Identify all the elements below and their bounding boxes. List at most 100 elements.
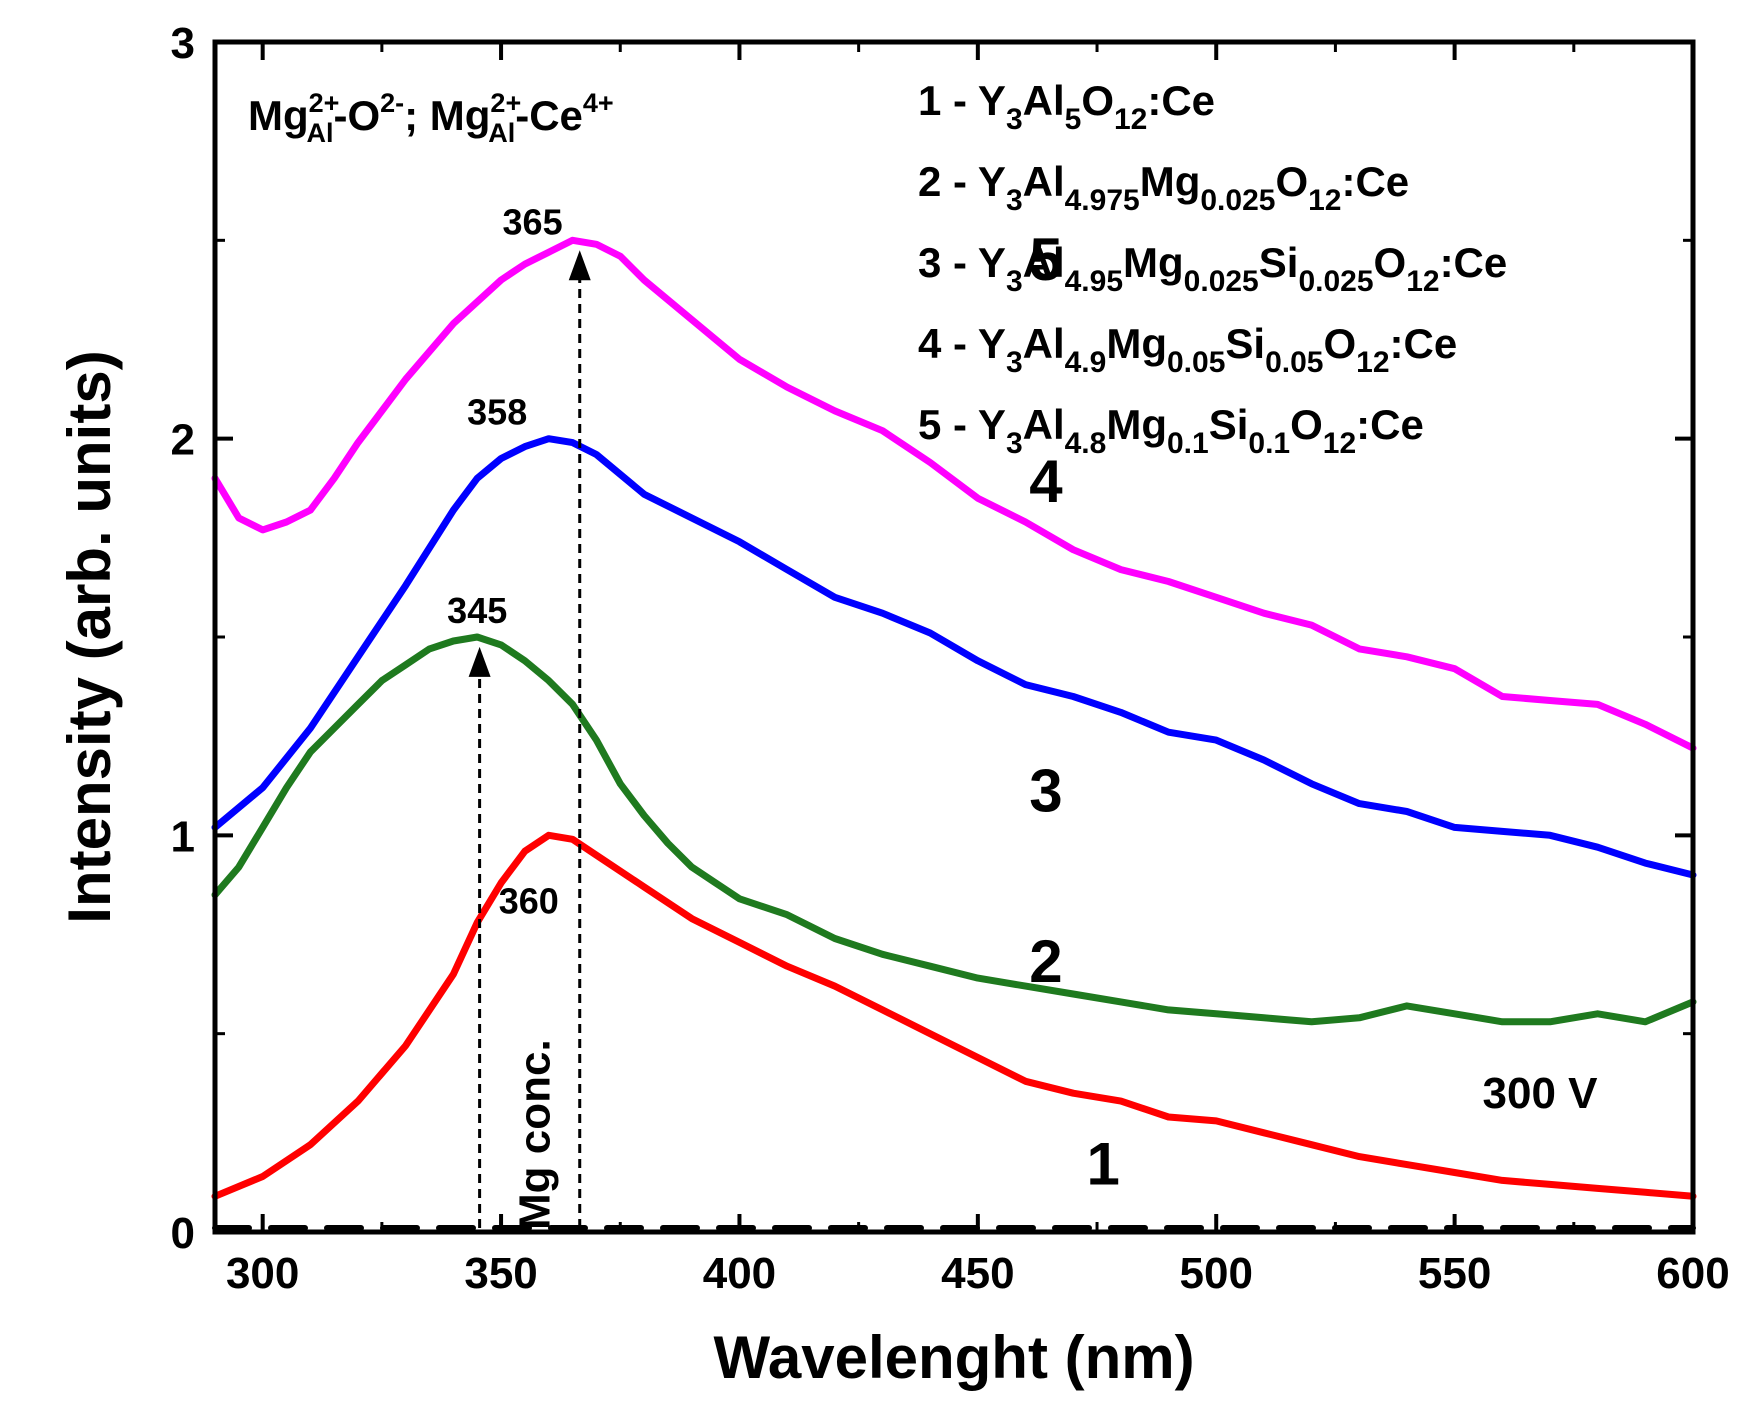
x-tick-label: 300 <box>226 1249 299 1298</box>
legend-entry-part: 1 - Y <box>918 77 1006 124</box>
legend-entry-part: 3 <box>1006 184 1023 217</box>
y-tick-label: 1 <box>171 812 195 861</box>
y-tick-label: 0 <box>171 1209 195 1258</box>
data-curves <box>211 236 1697 1231</box>
legend-entry-part: Al <box>1023 401 1065 448</box>
annotation-sub: Al <box>306 118 333 148</box>
annotation-sup: 2- <box>380 88 404 118</box>
legend-entry-part: 0.1 <box>1248 427 1290 460</box>
series-1-number: 1 <box>1086 1130 1119 1197</box>
legend-entry-part: Al <box>1023 77 1065 124</box>
legend-entry-part: 3 - Y <box>918 239 1006 286</box>
annotation-sup: 2+ <box>490 88 521 118</box>
arrow-head <box>468 646 491 677</box>
legend-entry-part: Mg <box>1106 320 1167 367</box>
defect-annotation: Mg2+ Al-O2-; Mg2+ Al-Ce4+ <box>248 88 614 148</box>
peak-label: 365 <box>503 201 563 242</box>
legend-entry-part: :Ce <box>1341 158 1409 205</box>
legend: 1 - Y3Al5O12:Ce2 - Y3Al4.975Mg0.025O12:C… <box>918 77 1507 460</box>
legend-entry-part: 3 <box>1006 427 1023 460</box>
legend-entry-part: 3 <box>1006 265 1023 298</box>
peak-label: 358 <box>467 392 527 433</box>
legend-entry-part: Mg <box>1106 401 1167 448</box>
legend-entry-part: 4.975 <box>1065 184 1140 217</box>
y-tick-label: 2 <box>171 416 195 465</box>
peak-label: 345 <box>447 590 507 631</box>
legend-entry-part: Si <box>1225 320 1265 367</box>
legend-entry-part: O <box>1323 320 1356 367</box>
y-axis-title: Intensity (arb. units) <box>56 350 123 923</box>
axis-ticks <box>215 40 1695 1234</box>
series-3-line <box>211 633 1697 1026</box>
series-2-number: 2 <box>1029 928 1062 995</box>
legend-entry-part: Mg <box>1140 158 1201 205</box>
legend-entry-part: :Ce <box>1440 239 1508 286</box>
legend-entry-part: :Ce <box>1147 77 1215 124</box>
legend-entry-part: 4.95 <box>1065 265 1123 298</box>
mg-conc-arrows <box>468 250 591 1229</box>
legend-entry-part: 5 - Y <box>918 401 1006 448</box>
legend-entry-part: Si <box>1209 401 1249 448</box>
legend-entry-part: 3 <box>1006 346 1023 379</box>
legend-entry-part: 0.025 <box>1200 184 1275 217</box>
legend-entry-part: 0.05 <box>1265 346 1323 379</box>
legend-entry-part: Mg <box>1123 239 1184 286</box>
legend-entry-part: 12 <box>1356 346 1389 379</box>
legend-entry-part: 0.1 <box>1167 427 1209 460</box>
annotation-sup: 4+ <box>583 88 614 118</box>
legend-entry-part: O <box>1374 239 1407 286</box>
legend-entry-part: O <box>1290 401 1323 448</box>
annotation-part: -O <box>333 92 380 139</box>
annotation-part: Mg <box>248 92 309 139</box>
legend-entry-part: 12 <box>1114 103 1147 136</box>
legend-entry-part: O <box>1081 77 1114 124</box>
x-tick-label: 350 <box>464 1249 537 1298</box>
x-tick-label: 400 <box>703 1249 776 1298</box>
annotation-sub: Al <box>488 118 515 148</box>
legend-entry-part: 4.8 <box>1065 427 1107 460</box>
annotation-part: -Ce <box>515 92 583 139</box>
chart-labels: 300 350 400 450 500 550 6000123123453453583653… <box>171 19 1730 1298</box>
legend-entry-part: 2 - Y <box>918 158 1006 205</box>
series-4-line <box>211 435 1697 879</box>
legend-entry-2: 2 - Y3Al4.975Mg0.025O12:Ce <box>918 158 1409 217</box>
annotation-part: ; Mg <box>404 92 490 139</box>
legend-entry-part: :Ce <box>1356 401 1424 448</box>
series-2-line <box>211 831 1697 1200</box>
x-tick-label: 600 <box>1656 1249 1729 1298</box>
series-5-number: 5 <box>1029 226 1062 293</box>
legend-entry-part: 0.05 <box>1167 346 1225 379</box>
voltage-label: 300 V <box>1483 1069 1599 1118</box>
legend-entry-part: 4 - Y <box>918 320 1006 367</box>
legend-entry-part: 12 <box>1323 427 1356 460</box>
legend-entry-part: 12 <box>1406 265 1439 298</box>
legend-entry-part: Al <box>1023 239 1065 286</box>
series-5-line <box>211 236 1697 752</box>
x-tick-label: 550 <box>1418 1249 1491 1298</box>
series-4-number: 4 <box>1029 448 1063 515</box>
legend-entry-part: O <box>1275 158 1308 205</box>
legend-entry-part: 0.025 <box>1184 265 1259 298</box>
legend-entry-3: 3 - Y3Al4.95Mg0.025Si0.025O12:Ce <box>918 239 1507 298</box>
legend-entry-part: 5 <box>1065 103 1082 136</box>
x-tick-label: 500 <box>1180 1249 1253 1298</box>
x-tick-label: 450 <box>941 1249 1014 1298</box>
legend-entry-1: 1 - Y3Al5O12:Ce <box>918 77 1215 136</box>
y-tick-label: 3 <box>171 19 195 68</box>
annotation-sup: 2+ <box>309 88 340 118</box>
legend-entry-5: 5 - Y3Al4.8Mg0.1Si0.1O12:Ce <box>918 401 1424 460</box>
x-axis-title: Wavelenght (nm) <box>713 1324 1194 1391</box>
arrow-head <box>568 250 591 281</box>
mg-conc-label: Mg conc. <box>511 1039 560 1230</box>
legend-entry-part: Al <box>1023 320 1065 367</box>
peak-label: 360 <box>499 880 559 921</box>
legend-entry-part: Al <box>1023 158 1065 205</box>
legend-entry-part: 12 <box>1308 184 1341 217</box>
legend-entry-part: 3 <box>1006 103 1023 136</box>
legend-entry-part: :Ce <box>1390 320 1458 367</box>
legend-entry-part: 0.025 <box>1298 265 1373 298</box>
legend-entry-part: Si <box>1259 239 1299 286</box>
legend-entry-4: 4 - Y3Al4.9Mg0.05Si0.05O12:Ce <box>918 320 1457 379</box>
